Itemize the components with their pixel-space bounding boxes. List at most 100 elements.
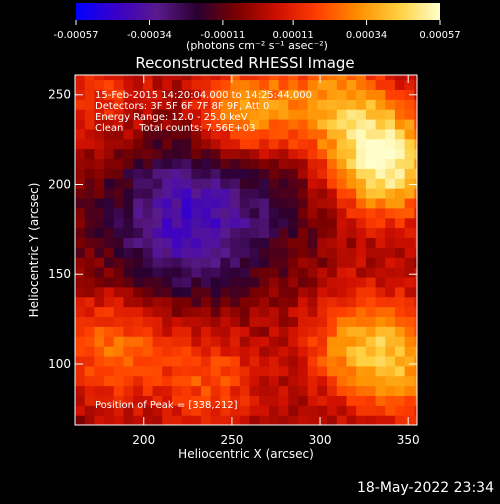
heatmap-cell: [75, 257, 86, 268]
heatmap-cell: [327, 296, 338, 308]
heatmap-cell: [191, 118, 202, 130]
heatmap-cell: [94, 168, 105, 179]
heatmap-cell: [75, 326, 86, 337]
heatmap-cell: [230, 79, 241, 90]
heatmap-cell: [210, 217, 222, 229]
heatmap-cell: [375, 148, 386, 160]
heatmap-cell: [394, 247, 406, 258]
heatmap-cell: [142, 75, 154, 81]
heatmap-cell: [375, 217, 386, 229]
heatmap-cell: [288, 168, 299, 179]
heatmap-cell: [414, 237, 417, 248]
heatmap-cell: [346, 197, 357, 209]
heatmap-cell: [317, 326, 328, 337]
heatmap-cell: [152, 355, 163, 367]
heatmap-cell: [162, 128, 173, 140]
heatmap-cell: [133, 138, 144, 150]
heatmap-cell: [404, 138, 415, 150]
heatmap-cell: [104, 276, 115, 288]
heatmap-cell: [365, 118, 377, 130]
heatmap-cell: [171, 257, 183, 268]
heatmap-cell: [356, 118, 367, 130]
heatmap-cell: [123, 385, 134, 396]
heatmap-cell: [210, 109, 222, 120]
heatmap-cell: [278, 267, 289, 278]
heatmap-cell: [123, 286, 134, 298]
heatmap-cell: [307, 267, 318, 278]
heatmap-cell: [385, 415, 396, 425]
heatmap-cell: [307, 99, 318, 110]
heatmap-cell: [346, 158, 357, 169]
heatmap-cell: [94, 188, 105, 199]
heatmap-cell: [307, 326, 318, 337]
heatmap-cell: [375, 138, 386, 150]
heatmap-cell: [123, 326, 134, 337]
heatmap-cell: [210, 237, 222, 248]
heatmap-cell: [94, 148, 105, 160]
heatmap-cell: [336, 296, 348, 308]
heatmap-cell: [181, 247, 192, 258]
heatmap-cell: [152, 148, 163, 160]
heatmap-cell: [336, 227, 348, 239]
heatmap-cell: [375, 375, 386, 387]
heatmap-cell: [336, 118, 348, 130]
heatmap-cell: [317, 316, 328, 327]
heatmap-cell: [249, 257, 260, 268]
heatmap-cell: [123, 375, 134, 387]
heatmap-cell: [336, 197, 348, 209]
heatmap-cell: [201, 197, 212, 209]
heatmap-cell: [298, 355, 309, 367]
heatmap-cell: [249, 188, 260, 199]
heatmap-cell: [220, 158, 231, 169]
heatmap-cell: [298, 395, 309, 406]
heatmap-cell: [394, 346, 406, 357]
heatmap-cell: [94, 128, 105, 140]
heatmap-cell: [210, 267, 222, 278]
heatmap-cell: [414, 355, 417, 367]
heatmap-cell: [171, 178, 183, 189]
heatmap-cell: [133, 326, 144, 337]
heatmap-cell: [152, 247, 163, 258]
heatmap-cell: [278, 158, 289, 169]
heatmap-cell: [356, 188, 367, 199]
heatmap-cell: [259, 148, 270, 160]
heatmap-cell: [288, 197, 299, 209]
heatmap-cell: [230, 276, 241, 288]
heatmap-cell: [385, 247, 396, 258]
heatmap-cell: [75, 188, 86, 199]
heatmap-cell: [94, 355, 105, 367]
heatmap-cell: [230, 197, 241, 209]
heatmap-cell: [414, 168, 417, 179]
heatmap-cell: [259, 89, 270, 100]
heatmap-cell: [268, 316, 280, 327]
heatmap-cell: [75, 75, 86, 81]
heatmap-cell: [268, 375, 280, 387]
heatmap-cell: [210, 415, 222, 425]
heatmap-cell: [142, 138, 154, 150]
heatmap-cell: [336, 247, 348, 258]
heatmap-cell: [171, 306, 183, 318]
heatmap-cell: [104, 355, 115, 367]
heatmap-cell: [346, 365, 357, 377]
heatmap-cell: [385, 286, 396, 298]
heatmap-cell: [414, 128, 417, 140]
heatmap-cell: [239, 99, 251, 110]
heatmap-cell: [181, 138, 192, 150]
heatmap-cell: [84, 75, 95, 81]
heatmap-cell: [365, 178, 377, 189]
heatmap-cell: [239, 375, 251, 387]
heatmap-cell: [84, 355, 95, 367]
heatmap-cell: [210, 257, 222, 268]
heatmap-cell: [113, 118, 125, 130]
heatmap-cell: [385, 227, 396, 239]
heatmap-cell: [394, 286, 406, 298]
heatmap-cell: [113, 79, 125, 90]
heatmap-cell: [404, 207, 415, 219]
heatmap-cell: [152, 178, 163, 189]
heatmap-cell: [239, 109, 251, 120]
heatmap-cell: [385, 109, 396, 120]
heatmap-cell: [327, 227, 338, 239]
heatmap-cell: [249, 75, 260, 81]
heatmap-cell: [133, 286, 144, 298]
heatmap-cell: [162, 207, 173, 219]
